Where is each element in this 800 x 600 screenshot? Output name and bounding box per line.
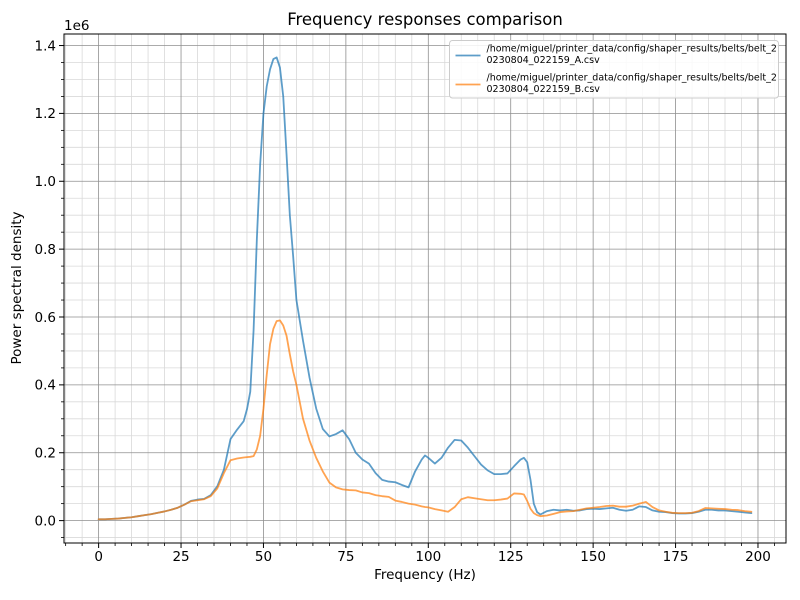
y-tick-label: 1.4: [35, 38, 56, 54]
legend-label-b-line2: 0230804_022159_B.csv: [487, 84, 601, 95]
y-axis-label: Power spectral density: [9, 211, 25, 364]
legend-box: [449, 40, 779, 99]
x-tick-label: 175: [663, 549, 689, 565]
axis-tick-labels: 0 25 50 75 100 125 150 175 200 0.0 0.2 0.4 0.6 0.8 1.0…: [35, 38, 771, 565]
plot-series-lines: [97, 56, 753, 521]
y-tick-label: 0.0: [35, 513, 56, 529]
y-tick-label: 1.2: [35, 106, 56, 122]
y-tick-label: 0.2: [35, 446, 56, 462]
legend-label-b-line1: /home/miguel/printer_data/config/shaper_…: [487, 73, 777, 84]
x-tick-label: 25: [172, 549, 189, 565]
minor-gridlines: [64, 34, 786, 543]
series-line-b: [97, 319, 753, 521]
x-axis-label: Frequency (Hz): [374, 567, 476, 583]
major-gridlines: [64, 34, 786, 543]
y-tick-label: 0.8: [35, 242, 56, 258]
y-tick-label: 0.4: [35, 378, 56, 394]
plot-frame: [63, 33, 787, 544]
y-axis-offset-label: 1e6: [64, 18, 89, 34]
chart-title: Frequency responses comparison: [287, 10, 563, 29]
x-tick-label: 50: [255, 549, 272, 565]
x-tick-label: 0: [94, 549, 103, 565]
legend: /home/miguel/printer_data/config/shaper_…: [449, 40, 779, 99]
x-tick-label: 150: [580, 549, 606, 565]
axis-ticks: [59, 45, 775, 548]
series-line-a: [97, 56, 753, 521]
y-tick-label: 0.6: [35, 310, 56, 326]
legend-label-a-line2: 0230804_022159_A.csv: [487, 55, 601, 66]
x-tick-label: 200: [745, 549, 771, 565]
y-tick-label: 1.0: [35, 174, 56, 190]
legend-label-a-line1: /home/miguel/printer_data/config/shaper_…: [487, 44, 777, 55]
x-tick-label: 75: [337, 549, 354, 565]
x-tick-label: 125: [498, 549, 524, 565]
x-tick-label: 100: [415, 549, 441, 565]
